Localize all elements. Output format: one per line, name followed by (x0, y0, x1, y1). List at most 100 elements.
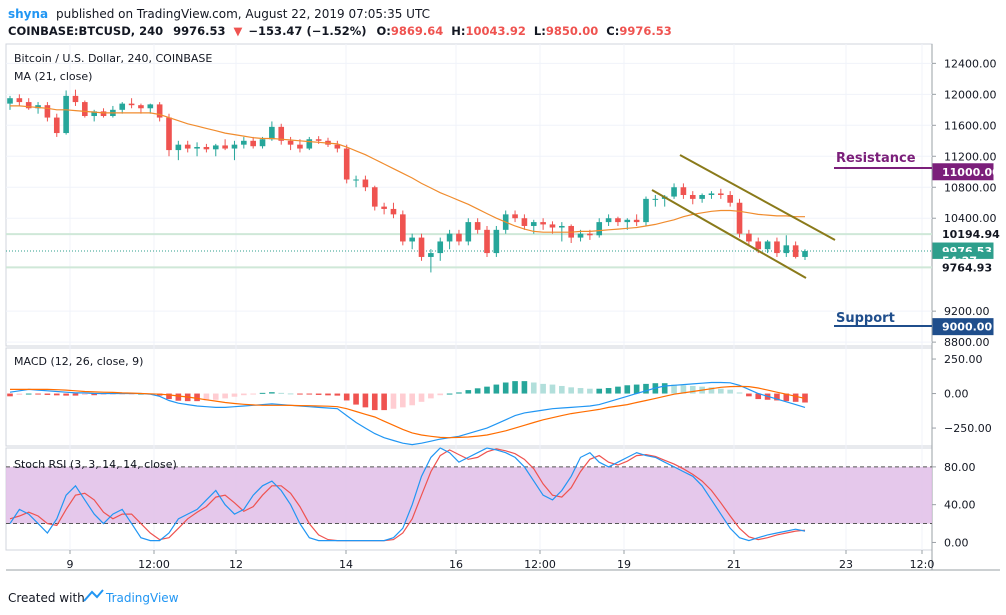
candle-body (587, 233, 593, 236)
macd-histogram-bar (484, 386, 490, 394)
stoch-rsi-pane[interactable] (6, 447, 932, 542)
candle-body (493, 229, 500, 254)
published-text: published on TradingView.com, August 22,… (56, 7, 430, 21)
author-name[interactable]: shyna (8, 7, 48, 21)
candle-body (530, 222, 537, 226)
macd-histogram-bar (577, 388, 584, 394)
candle-body (175, 144, 182, 151)
candle-body (353, 179, 359, 181)
macd-pane[interactable] (7, 381, 808, 446)
macd-histogram-bar (7, 393, 13, 397)
open-label: O: (377, 24, 391, 38)
price-tag-bg (932, 258, 994, 276)
open-value: 9869.64 (391, 24, 443, 38)
macd-histogram-bar (493, 384, 500, 394)
macd-histogram-bar (53, 393, 60, 396)
candle-body (615, 218, 621, 223)
y-tick-label: 10800.00 (944, 181, 997, 194)
macd-histogram-bar (82, 393, 88, 395)
stoch-rsi-legend[interactable]: Stoch RSI (3, 3, 14, 14, close) (14, 458, 177, 471)
candle-body (82, 102, 88, 117)
pane-border (5, 43, 933, 347)
price-tag-bg (932, 225, 994, 243)
y-tick-label: 11600.00 (944, 119, 997, 132)
macd-y-label: 0.00 (944, 388, 969, 401)
price-tag-text: 9000.00 (942, 321, 992, 334)
macd-histogram-bar (269, 392, 275, 394)
candle-body (802, 251, 808, 257)
channel-lower-line (651, 189, 807, 279)
candle-body (400, 214, 406, 242)
resistance-label: Resistance (836, 151, 916, 166)
candle-body (718, 193, 724, 195)
macd-histogram-bar (63, 393, 69, 396)
macd-histogram-bar (680, 385, 687, 394)
created-with-text: Created with (8, 591, 85, 605)
candle-body (521, 218, 528, 226)
candle-body (596, 222, 603, 236)
candle-body (212, 145, 219, 150)
stoch-rsi-d-line (9, 448, 806, 542)
macd-histogram-bar (643, 383, 649, 394)
macd-histogram-bar (456, 392, 462, 394)
macd-histogram-bar (362, 393, 369, 408)
candle-body (63, 95, 69, 134)
macd-histogram-bar (231, 393, 238, 397)
price-tag-bg (932, 318, 994, 336)
macd-histogram-bar (110, 393, 116, 395)
tradingview-brand[interactable]: TradingView (105, 591, 179, 605)
macd-histogram-bar (343, 393, 350, 401)
macd-histogram-bar (25, 393, 32, 395)
macd-histogram-bar (783, 393, 790, 402)
macd-histogram-bar (474, 388, 481, 394)
price-tag-text: 9764.93 (942, 261, 992, 274)
macd-histogram-bar (381, 393, 387, 411)
header-line: shyna published on TradingView.com, Augu… (8, 7, 430, 21)
x-tick-label: 19 (617, 558, 631, 571)
macd-y-label: 250.00 (944, 353, 983, 366)
macd-histogram-bar (587, 388, 593, 394)
y-tick-label: 10400.00 (944, 212, 997, 225)
macd-histogram-bar (559, 385, 565, 394)
macd-histogram-bar (718, 388, 724, 394)
candle-body (699, 195, 705, 199)
candle-body (222, 145, 228, 149)
candle-body (194, 146, 200, 149)
price-pane[interactable] (6, 89, 932, 279)
macd-histogram-bar (446, 393, 453, 395)
candle-body (783, 245, 790, 254)
candle-body (147, 104, 154, 109)
candle-body (764, 241, 771, 250)
candle-body (456, 233, 462, 242)
main-legend-title[interactable]: Bitcoin / U.S. Dollar, 240, COINBASE (14, 52, 212, 65)
y-tick-label: 9200.00 (944, 305, 990, 318)
macd-histogram-bar (259, 392, 266, 394)
low-value: 9850.00 (546, 24, 598, 38)
candle-body (671, 187, 677, 197)
candle-body (428, 253, 434, 257)
candle-body (512, 214, 518, 219)
macd-histogram-bar (194, 393, 200, 402)
macd-histogram-bar (315, 393, 322, 395)
candle-body (119, 103, 126, 110)
macd-histogram-bar (708, 387, 715, 394)
candle-body (72, 95, 79, 103)
macd-histogram-bar (615, 386, 621, 394)
macd-histogram-bar (222, 393, 228, 399)
x-tick-label: 12:00 (138, 558, 170, 571)
price-tag-text: 11000.00 (942, 166, 1000, 179)
candle-body (689, 195, 696, 199)
macd-histogram-bar (334, 393, 341, 396)
macd-histogram-bar (278, 392, 285, 394)
candle-body (306, 139, 313, 149)
candle-body (446, 233, 453, 242)
macd-legend[interactable]: MACD (12, 26, close, 9) (14, 355, 143, 368)
ma-legend[interactable]: MA (21, close) (14, 70, 92, 83)
candle-body (166, 117, 172, 151)
macd-histogram-bar (44, 393, 51, 395)
candle-body (184, 144, 191, 149)
candle-body (474, 222, 481, 230)
macd-histogram-bar (671, 384, 677, 394)
macd-histogram-bar (175, 393, 182, 401)
x-tick-label: 12 (229, 558, 243, 571)
